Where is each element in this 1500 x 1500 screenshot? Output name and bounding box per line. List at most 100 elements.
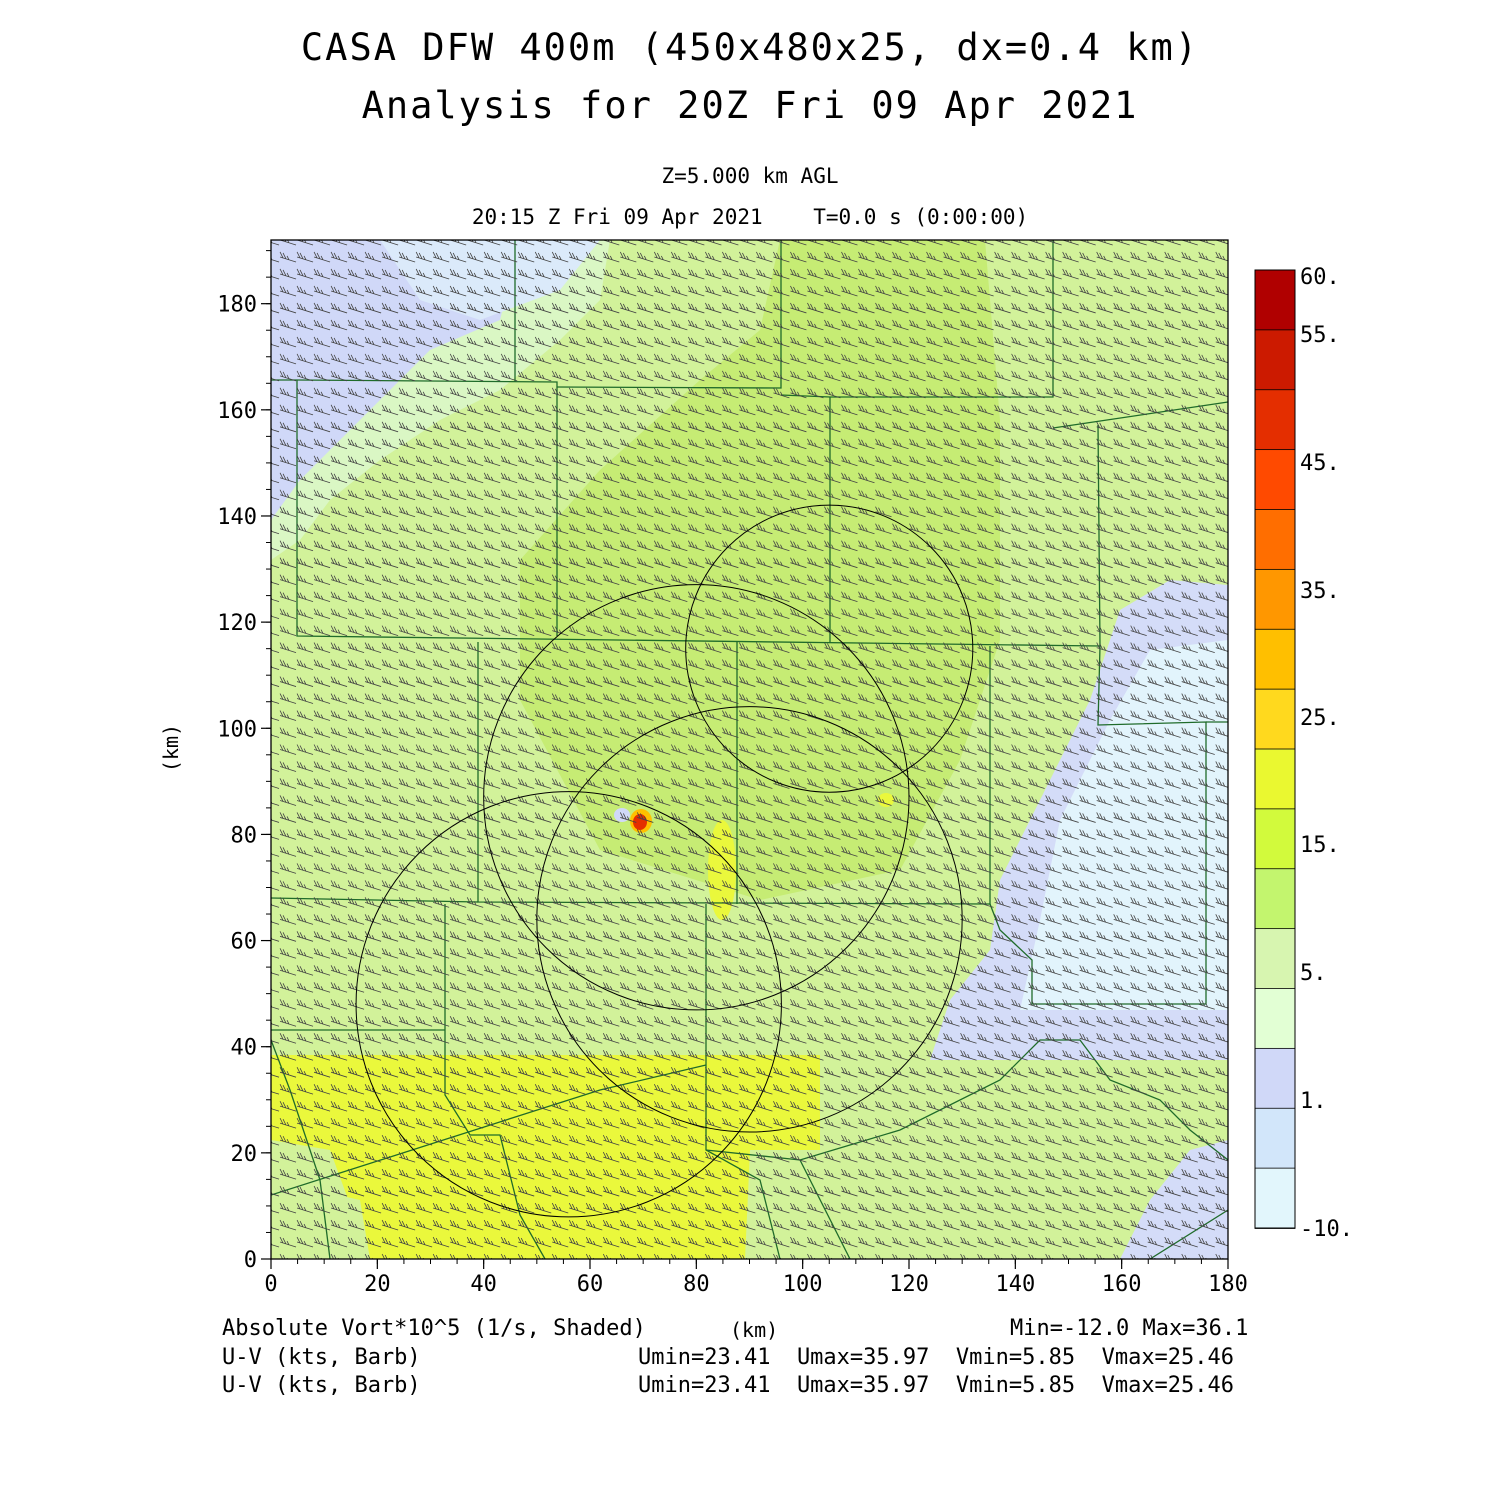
wind-barb	[500, 642, 518, 653]
wind-barb	[1164, 761, 1181, 772]
wind-barb	[296, 319, 314, 331]
wind-barb	[483, 625, 501, 636]
wind-barb	[653, 1050, 671, 1061]
wind-barb	[568, 387, 586, 399]
wind-barb	[568, 1067, 586, 1078]
wind-barb	[415, 438, 433, 450]
wind-barb	[279, 812, 297, 823]
wind-barb	[1130, 319, 1147, 331]
y-tick-label: 20	[231, 1142, 258, 1167]
wind-barb	[347, 778, 365, 789]
wind-barb	[909, 540, 926, 552]
wind-barb	[466, 965, 484, 976]
wind-barb	[653, 268, 671, 280]
wind-barb	[636, 676, 654, 687]
wind-barb	[1130, 778, 1147, 789]
wind-barb	[330, 285, 348, 297]
wind-barb	[585, 1253, 595, 1259]
wind-barb	[670, 999, 688, 1010]
wind-barb	[398, 1151, 416, 1163]
wind-barb	[943, 778, 960, 789]
wind-barb	[449, 540, 467, 552]
wind-barb	[1045, 676, 1062, 687]
wind-barb	[466, 1117, 484, 1129]
wind-barb	[670, 693, 688, 704]
wind-barb	[722, 421, 739, 433]
wind-barb	[892, 421, 909, 433]
wind-barb	[364, 608, 382, 620]
wind-barb	[705, 285, 722, 297]
wind-barb	[551, 336, 569, 348]
wind-barb	[279, 421, 297, 433]
wind-barb	[619, 1050, 637, 1061]
wind-barb	[517, 1134, 535, 1146]
wind-barb	[739, 1100, 756, 1112]
wind-barb	[500, 1117, 518, 1129]
wind-barb	[364, 676, 382, 687]
wind-barb	[909, 1202, 926, 1214]
wind-barb	[653, 1185, 671, 1197]
wind-barb	[739, 999, 756, 1010]
wind-barb	[705, 727, 722, 738]
wind-barb	[364, 404, 382, 416]
wind-barb	[347, 591, 365, 603]
wind-barb	[432, 846, 450, 857]
wind-barb	[330, 897, 348, 908]
wind-barb	[313, 1219, 331, 1231]
wind-barb	[688, 1219, 705, 1231]
wind-barb	[705, 948, 722, 959]
wind-barb	[1028, 1151, 1045, 1163]
wind-barb	[926, 880, 943, 891]
wind-barb	[585, 455, 603, 467]
wind-barb	[926, 1033, 943, 1044]
wind-barb	[688, 353, 705, 365]
wind-barb	[977, 642, 994, 653]
wind-barb	[926, 1067, 943, 1078]
wind-barb	[381, 370, 399, 382]
wind-barb	[1011, 1151, 1028, 1163]
wind-barb	[483, 812, 501, 823]
wind-barb	[619, 455, 637, 467]
wind-barb	[1130, 846, 1147, 857]
wind-barb	[1198, 1202, 1215, 1214]
wind-barb	[415, 710, 433, 721]
wind-barb	[398, 999, 416, 1010]
wind-barb	[398, 523, 416, 535]
wind-barb	[722, 897, 739, 908]
wind-barb	[551, 557, 569, 569]
wind-barb	[1113, 421, 1130, 433]
wind-barb	[773, 1067, 790, 1078]
wind-barb	[381, 472, 399, 484]
wind-barb	[994, 251, 1011, 263]
wind-barb	[977, 625, 994, 636]
wind-barb	[1045, 1253, 1054, 1259]
wind-barb	[347, 285, 365, 297]
wind-barb	[688, 285, 705, 297]
wind-barb	[1011, 880, 1028, 891]
wind-barb	[858, 1134, 875, 1146]
x-tick-label: 80	[683, 1272, 710, 1297]
wind-barb	[330, 1236, 348, 1248]
wind-barb	[568, 642, 586, 653]
wind-barb	[1198, 353, 1215, 365]
wind-barb	[636, 897, 654, 908]
wind-barb	[636, 438, 654, 450]
wind-barb	[568, 625, 586, 636]
wind-barb	[483, 829, 501, 840]
wind-barb	[398, 1168, 416, 1180]
wind-barb	[432, 608, 450, 620]
wind-barb	[926, 1100, 943, 1112]
wind-barb	[790, 761, 807, 772]
wind-barb	[517, 1050, 535, 1061]
wind-barb	[517, 302, 535, 314]
wind-barb	[977, 914, 994, 925]
wind-barb	[602, 319, 620, 331]
wind-barb	[1181, 523, 1198, 535]
wind-barb	[398, 302, 416, 314]
wind-barb	[466, 744, 484, 755]
wind-barb	[500, 1033, 518, 1044]
wind-barb	[1130, 1083, 1147, 1095]
wind-barb	[739, 285, 756, 297]
wind-barb	[875, 557, 892, 569]
wind-barb	[466, 1016, 484, 1027]
